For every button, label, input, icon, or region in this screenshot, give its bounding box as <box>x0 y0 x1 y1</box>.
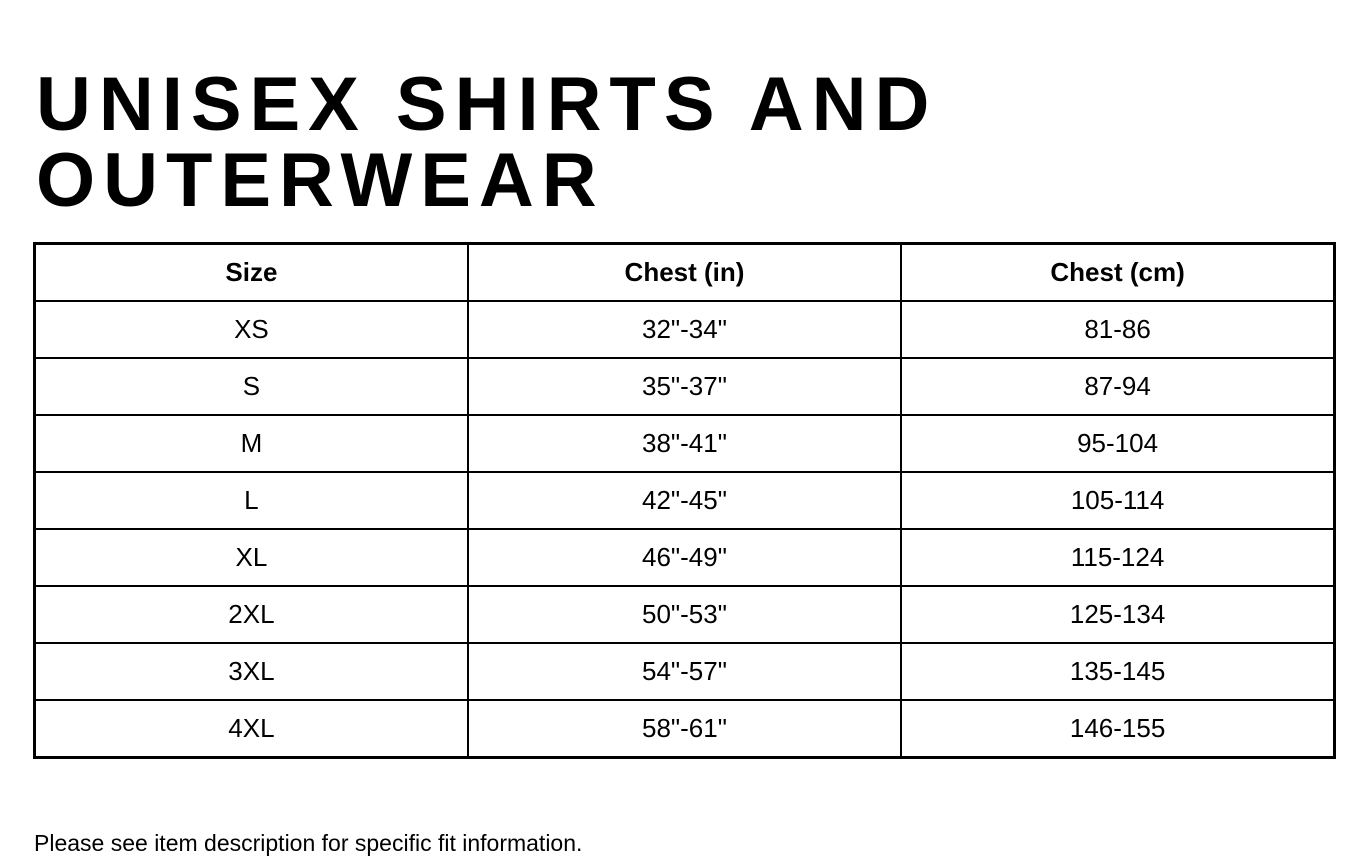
table-row: XL 46"-49" 115-124 <box>33 528 1336 587</box>
column-header-chest-cm: Chest (cm) <box>900 242 1336 302</box>
table-row: 3XL 54"-57" 135-145 <box>33 642 1336 701</box>
size-chart-header: Size Chest (in) Chest (cm) <box>33 242 1336 302</box>
chest-in-cell: 38"-41" <box>466 414 903 473</box>
size-chart-body: XS 32"-34" 81-86 S 35"-37" 87-94 M 38"-41" 95-10… <box>33 300 1336 759</box>
table-row: M 38"-41" 95-104 <box>33 414 1336 473</box>
size-cell: XL <box>33 528 469 587</box>
table-row: 2XL 50"-53" 125-134 <box>33 585 1336 644</box>
column-header-size: Size <box>33 242 469 302</box>
chest-cm-cell: 135-145 <box>900 642 1336 701</box>
size-cell: S <box>33 357 469 416</box>
chest-in-cell: 54"-57" <box>466 642 903 701</box>
table-row: XS 32"-34" 81-86 <box>33 300 1336 359</box>
table-row: S 35"-37" 87-94 <box>33 357 1336 416</box>
size-cell: L <box>33 471 469 530</box>
chest-in-cell: 42"-45" <box>466 471 903 530</box>
chest-in-cell: 58"-61" <box>466 699 903 759</box>
page-title-line-2: OUTERWEAR <box>36 137 605 223</box>
size-cell: 2XL <box>33 585 469 644</box>
chest-in-cell: 46"-49" <box>466 528 903 587</box>
size-cell: M <box>33 414 469 473</box>
column-header-chest-in: Chest (in) <box>466 242 903 302</box>
chest-cm-cell: 125-134 <box>900 585 1336 644</box>
chest-cm-cell: 87-94 <box>900 357 1336 416</box>
chest-cm-cell: 146-155 <box>900 699 1336 759</box>
chest-cm-cell: 95-104 <box>900 414 1336 473</box>
chest-cm-cell: 105-114 <box>900 471 1336 530</box>
table-row: L 42"-45" 105-114 <box>33 471 1336 530</box>
chest-in-cell: 35"-37" <box>466 357 903 416</box>
page-title: UNISEX SHIRTS AND OUTERWEAR <box>36 66 937 219</box>
chest-in-cell: 50"-53" <box>466 585 903 644</box>
chest-cm-cell: 81-86 <box>900 300 1336 359</box>
chest-in-cell: 32"-34" <box>466 300 903 359</box>
size-cell: 4XL <box>33 699 469 759</box>
size-cell: XS <box>33 300 469 359</box>
header-row: Size Chest (in) Chest (cm) <box>33 242 1336 302</box>
table-row: 4XL 58"-61" 146-155 <box>33 699 1336 759</box>
size-chart-table: Size Chest (in) Chest (cm) XS 32"-34" 81-8… <box>33 242 1336 759</box>
chest-cm-cell: 115-124 <box>900 528 1336 587</box>
size-cell: 3XL <box>33 642 469 701</box>
page-title-line-1: UNISEX SHIRTS AND <box>36 61 938 147</box>
fit-information-note: Please see item description for specific… <box>34 830 583 856</box>
